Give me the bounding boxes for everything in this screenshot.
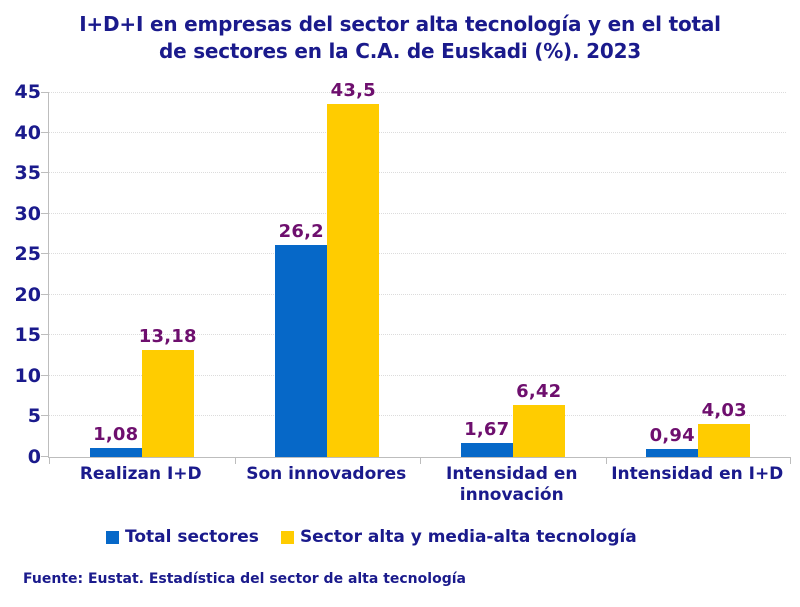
legend-label: Total sectores <box>125 527 259 547</box>
legend: Total sectores Sector alta y media-alta t… <box>106 527 637 547</box>
legend-swatch-2 <box>280 530 294 544</box>
y-axis-label: 0 <box>27 446 41 468</box>
x-axis-tick <box>49 458 50 464</box>
chart-title: I+D+I en empresas del sector alta tecnol… <box>0 11 800 65</box>
category-label: Intensidad en I+D <box>611 464 784 484</box>
gridline <box>49 92 786 93</box>
y-axis-tick <box>41 293 49 295</box>
bar-value-label: 4,03 <box>701 400 747 422</box>
chart-title-line2: de sectores en la C.A. de Euskadi (%). 2… <box>158 39 642 63</box>
category-label: Son innovadores <box>246 464 407 484</box>
x-axis-tick <box>420 458 421 464</box>
y-axis-label: 5 <box>27 405 41 428</box>
y-axis-tick <box>41 253 49 255</box>
y-axis-tick <box>41 172 49 174</box>
y-axis-tick <box>41 456 49 457</box>
y-axis-label: 35 <box>14 162 41 185</box>
y-axis-label: 20 <box>14 283 41 306</box>
gridline <box>49 334 786 336</box>
y-axis-tick <box>41 212 49 214</box>
legend-item-1: Total sectores <box>106 527 259 547</box>
bar-series1-cat3 <box>460 443 513 457</box>
category-label: Realizan I+D <box>79 464 202 484</box>
bar-value-label: 6,42 <box>516 380 562 402</box>
y-axis: 0 5 10 15 20 25 30 35 40 45 <box>0 82 41 467</box>
bar-value-label: 26,2 <box>278 220 324 242</box>
bar-value-label: 43,5 <box>330 80 376 102</box>
x-axis-labels: Realizan I+D Son innovadores Intensidad en… <box>48 464 790 514</box>
bar-series2-cat2 <box>327 104 380 457</box>
bar-series2-cat1 <box>141 350 194 457</box>
y-axis-label: 40 <box>14 121 41 144</box>
bar-value-label: 1,08 <box>93 424 139 446</box>
bar-value-label: 13,18 <box>138 326 197 348</box>
y-axis-label: 25 <box>14 243 41 266</box>
gridline <box>49 293 786 295</box>
plot-area: 1,08 13,18 26,2 43,5 1,67 6,42 0,94 4,03 <box>41 81 791 464</box>
y-axis-tick <box>41 334 49 336</box>
bar-value-label: 0,94 <box>649 425 695 447</box>
source-note: Fuente: Eustat. Estadística del sector d… <box>23 571 466 587</box>
y-axis-label: 30 <box>14 202 41 225</box>
gridline <box>49 415 786 417</box>
gridline <box>49 131 786 133</box>
gridline <box>49 253 786 255</box>
legend-item-2: Sector alta y media-alta tecnología <box>280 527 637 547</box>
bar-value-label: 1,67 <box>464 419 510 441</box>
legend-label: Sector alta y media-alta tecnología <box>299 527 637 547</box>
bar-series1-cat1 <box>89 448 142 457</box>
category-label: Intensidad en innovación <box>446 464 578 505</box>
x-axis-tick <box>234 458 236 464</box>
gridline <box>49 374 786 376</box>
y-axis-label: 10 <box>14 364 41 387</box>
y-axis-tick <box>41 374 49 376</box>
chart-title-line1: I+D+I en empresas del sector alta tecnol… <box>79 12 721 36</box>
y-axis-tick <box>41 131 49 133</box>
y-axis-tick <box>41 415 49 417</box>
y-axis-label: 15 <box>14 324 41 347</box>
gridline <box>49 172 786 174</box>
bar-series2-cat3 <box>512 404 565 457</box>
x-axis-tick <box>790 458 791 464</box>
bar-series2-cat4 <box>698 424 751 457</box>
y-axis-tick <box>41 92 49 93</box>
bar-series1-cat4 <box>646 449 699 457</box>
bar-series1-cat2 <box>275 244 328 457</box>
legend-swatch-1 <box>106 530 119 544</box>
gridline <box>49 212 786 214</box>
x-axis-tick <box>605 458 607 464</box>
y-axis-label: 45 <box>14 81 41 103</box>
